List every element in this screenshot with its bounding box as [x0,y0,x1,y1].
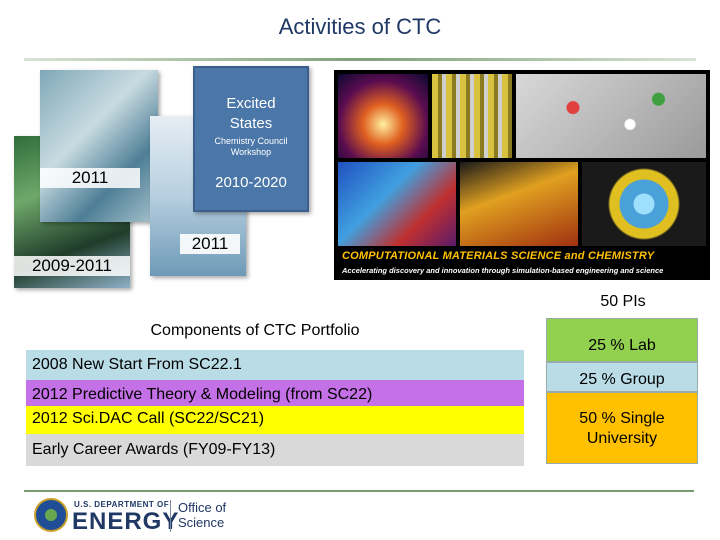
cover-workshop-label: Chemistry Council Workshop [214,136,288,157]
portfolio-row: Early Career Awards (FY09-FY13) [26,434,524,466]
portfolio-heading: Components of CTC Portfolio [150,322,360,339]
cover-year-label: 2009-2011 [14,256,130,276]
banner-title: COMPUTATIONAL MATERIALS SCIENCE and CHEM… [342,250,655,262]
cover-year-label: 2011 [40,168,140,188]
office-of-science: Office of Science [178,500,226,530]
banner-image-tile [338,162,456,246]
banner-image-tile [516,74,706,158]
banner-image-tile [460,162,578,246]
logo-separator [170,500,171,532]
pi-share-box: 50 % Single University [546,392,698,464]
page-title: Activities of CTC [278,14,442,39]
banner-image-tile [582,162,706,246]
pis-heading: 50 PIs [600,293,646,310]
seal-center-icon [45,509,57,521]
office-line: Office of [178,500,227,515]
cover-year-label: 2010-2020 [215,174,287,191]
title-divider [24,58,696,61]
cmsc-banner: COMPUTATIONAL MATERIALS SCIENCE and CHEM… [334,70,710,280]
cover-2011-left: 2011 [40,70,158,222]
portfolio-row: 2008 New Start From SC22.1 [26,350,524,380]
banner-image-tile [338,74,428,158]
doe-seal-icon [34,498,68,532]
doe-big-text: ENERGY [72,508,180,535]
banner-image-tile [432,74,512,158]
banner-subtitle: Accelerating discovery and innovation th… [342,266,664,275]
pi-share-box: 25 % Lab [546,318,698,362]
doe-small-text: U.S. DEPARTMENT OF [74,500,170,509]
cover-excited-states: Excited States Chemistry Council Worksho… [193,66,309,212]
portfolio-row: 2012 Sci.DAC Call (SC22/SC21) [26,406,524,434]
footer-divider [24,490,694,492]
cover-year-label: 2011 [180,234,240,254]
pi-share-box: 25 % Group [546,362,698,392]
cover-excited-states-title: Excited States [226,95,276,132]
office-line: Science [178,515,225,530]
portfolio-row: 2012 Predictive Theory & Modeling (from … [26,380,524,408]
